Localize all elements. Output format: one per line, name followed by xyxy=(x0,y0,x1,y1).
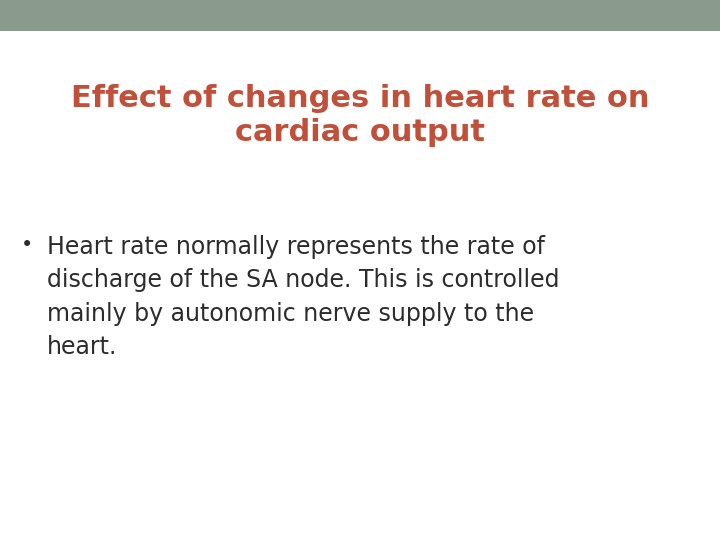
Text: •: • xyxy=(21,235,34,255)
Text: Effect of changes in heart rate on
cardiac output: Effect of changes in heart rate on cardi… xyxy=(71,84,649,147)
Bar xyxy=(0,0,720,31)
Text: Heart rate normally represents the rate of
discharge of the SA node. This is con: Heart rate normally represents the rate … xyxy=(47,235,559,360)
